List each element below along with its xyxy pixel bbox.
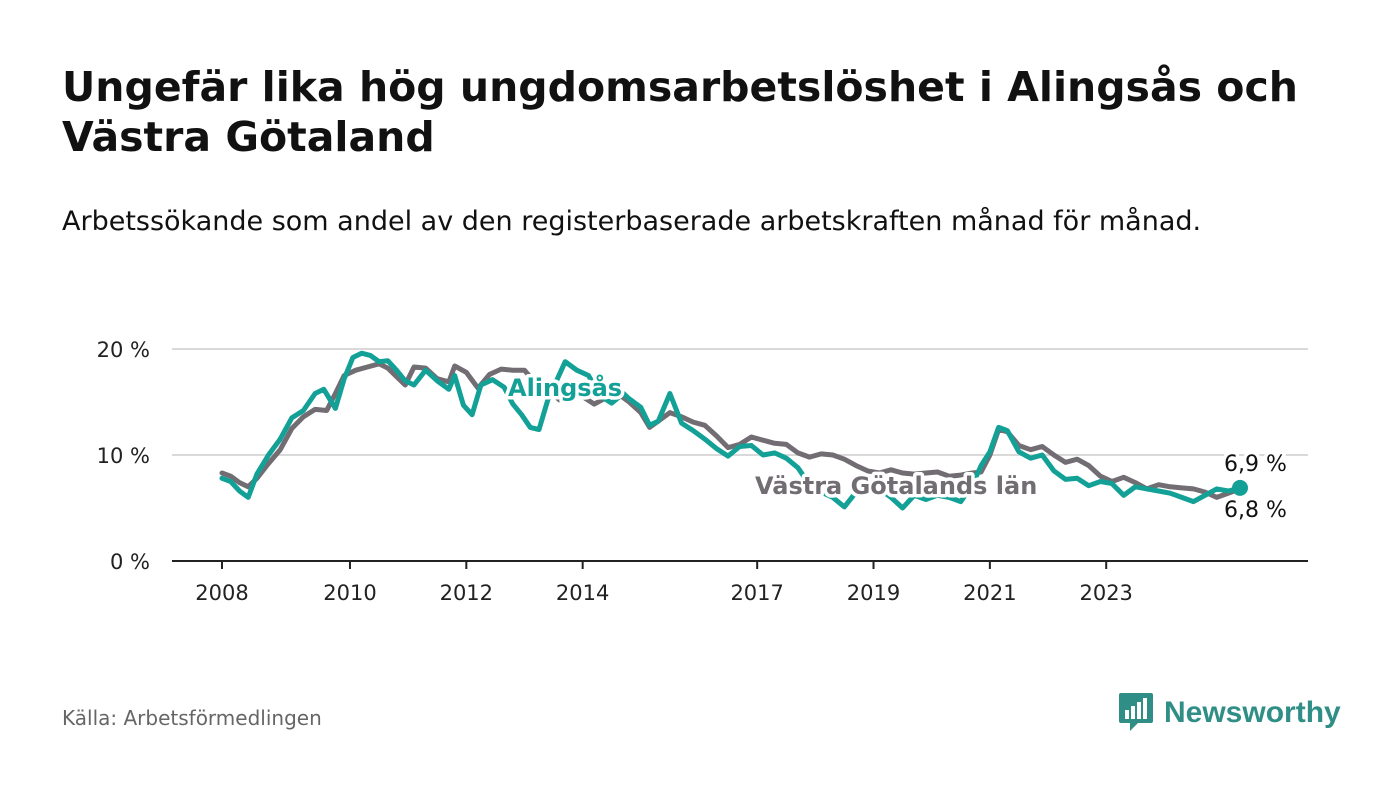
source-note: Källa: Arbetsförmedlingen xyxy=(62,706,322,730)
series-labels: Alingsås Västra Götalands län 6,9 % 6,8 % xyxy=(505,370,1291,527)
x-tick-label: 2010 xyxy=(323,581,376,605)
series-label-alingsas: Alingsås xyxy=(508,373,622,402)
x-axis-ticks: 2008 2010 2012 2014 2017 2019 2021 2023 xyxy=(195,561,1133,605)
y-axis-ticks: 0 % 10 % 20 % xyxy=(97,338,150,574)
newsworthy-logo-icon xyxy=(1119,693,1153,731)
end-label-alingsas: 6,9 % xyxy=(1224,452,1287,477)
series-line-alingsas xyxy=(219,350,1243,511)
x-tick-label: 2021 xyxy=(963,581,1016,605)
chart-title: Ungefär lika hög ungdomsarbetslöshet i A… xyxy=(62,63,1298,161)
end-point-alingsas xyxy=(1232,479,1248,496)
y-tick-label: 20 % xyxy=(97,338,150,362)
series-lines xyxy=(219,350,1243,511)
line-chart: 0 % 10 % 20 % 2008 2010 2012 2014 2017 2019 2021… xyxy=(97,338,1308,605)
x-tick-label: 2017 xyxy=(730,581,783,605)
y-tick-label: 0 % xyxy=(110,550,150,574)
brand-name: Newsworthy xyxy=(1164,696,1341,729)
series-label-vastra-gotaland: Västra Götalands län xyxy=(755,472,1037,500)
x-tick-label: 2014 xyxy=(556,581,609,605)
end-label-vastra-gotaland: 6,8 % xyxy=(1224,498,1287,523)
brand-logo[interactable]: Newsworthy xyxy=(1118,690,1341,736)
x-tick-label: 2023 xyxy=(1079,581,1132,605)
x-tick-label: 2012 xyxy=(440,581,493,605)
x-tick-label: 2019 xyxy=(847,581,900,605)
y-tick-label: 10 % xyxy=(97,444,150,468)
x-tick-label: 2008 xyxy=(195,581,248,605)
chart-subtitle: Arbetssökande som andel av den registerb… xyxy=(62,206,1202,237)
grid-lines xyxy=(172,348,1308,562)
series-line-vastra-gotaland xyxy=(219,361,1243,500)
